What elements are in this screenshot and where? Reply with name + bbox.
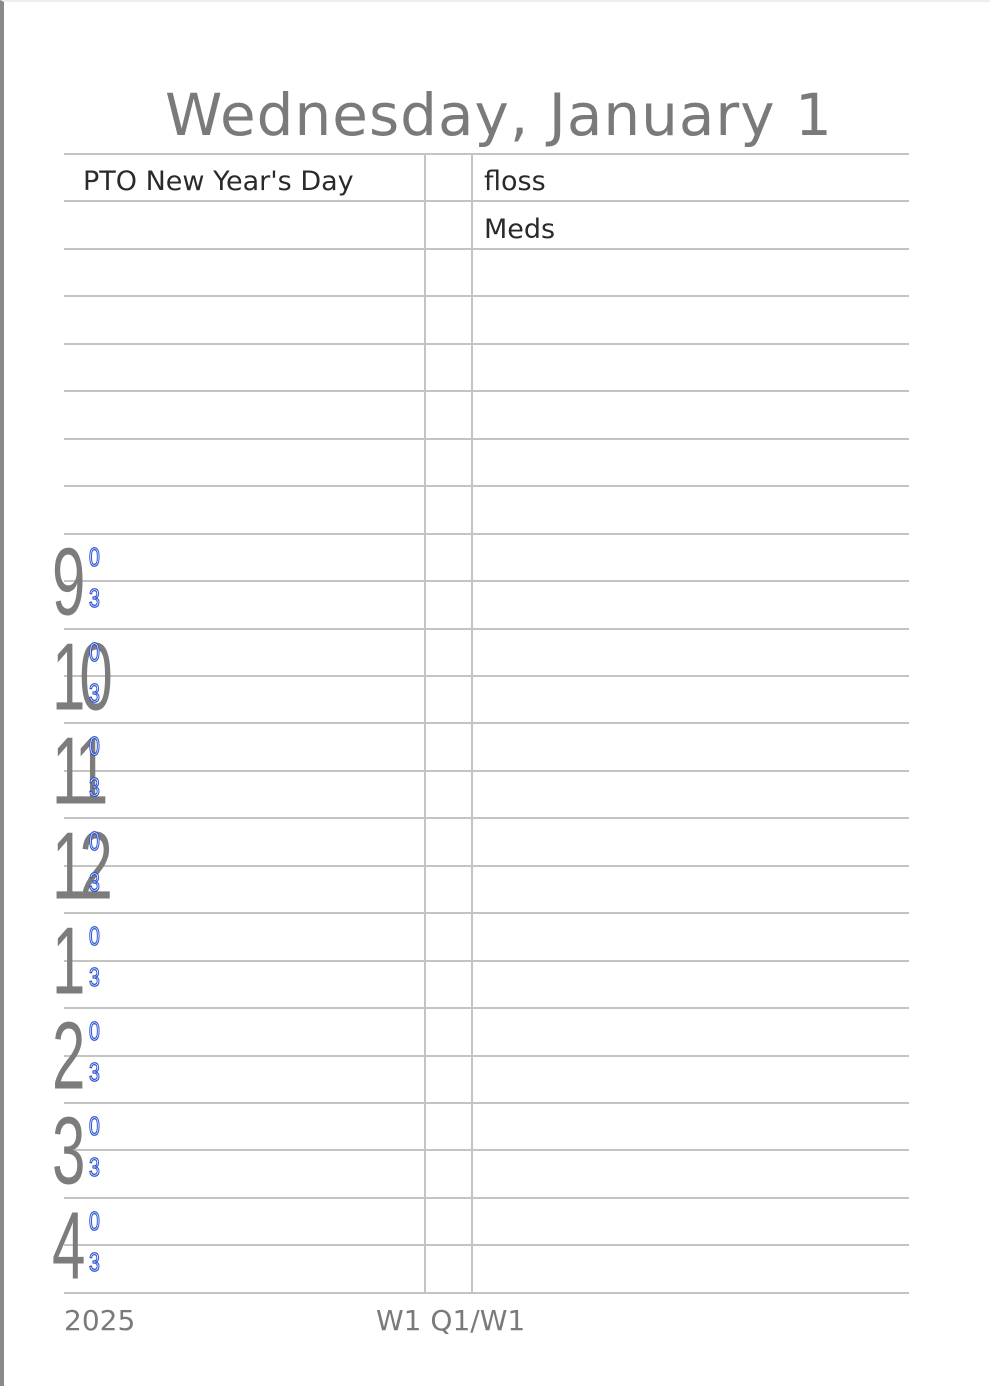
ruled-line xyxy=(64,627,909,630)
ruled-line xyxy=(64,722,909,725)
hour-numeral: 12 xyxy=(52,811,113,919)
hour-block: 12 0 3 xyxy=(52,817,113,913)
ruled-line xyxy=(64,1102,909,1104)
ruled-line xyxy=(64,674,909,677)
ruled-line xyxy=(64,1196,909,1199)
minute-mark-30: 3 xyxy=(88,772,100,803)
minute-mark-00: 0 xyxy=(88,1111,100,1141)
ruled-line xyxy=(64,864,909,867)
minute-mark-00: 0 xyxy=(88,636,100,667)
ruled-line xyxy=(64,769,909,772)
minute-mark-30: 3 xyxy=(88,1246,100,1277)
minute-mark-30: 3 xyxy=(88,677,100,708)
minute-mark-30: 3 xyxy=(88,867,100,898)
hour-numeral: 10 xyxy=(52,621,113,729)
ruled-line xyxy=(64,1244,909,1247)
ruled-line xyxy=(64,342,909,345)
column-divider xyxy=(424,154,426,1293)
ruled-line xyxy=(64,437,909,440)
ruled-line xyxy=(64,817,909,820)
right-entry[interactable]: Meds xyxy=(484,214,556,245)
ruled-line xyxy=(64,912,909,915)
ruled-line xyxy=(64,390,909,393)
ruled-line xyxy=(64,295,909,298)
minute-mark-00: 0 xyxy=(88,921,100,952)
ruled-line xyxy=(64,485,909,488)
hour-numeral: 11 xyxy=(52,716,108,824)
minute-mark-00: 0 xyxy=(88,1205,100,1236)
column-divider xyxy=(471,154,473,1293)
ruled-line xyxy=(64,959,909,962)
ruled-line xyxy=(64,1291,909,1294)
minute-mark-30: 3 xyxy=(88,1057,100,1088)
ruled-line xyxy=(64,153,909,155)
minute-mark-30: 3 xyxy=(88,582,100,613)
minute-mark-00: 0 xyxy=(88,731,100,762)
ruled-line xyxy=(64,1054,909,1057)
day-title: Wednesday, January 1 xyxy=(165,81,833,149)
ruled-line xyxy=(64,1149,909,1152)
minute-mark-00: 0 xyxy=(88,826,100,857)
hour-block: 11 0 3 xyxy=(52,722,108,818)
right-entry[interactable]: floss xyxy=(484,166,546,197)
hour-numeral: 4 xyxy=(52,1190,85,1299)
minute-mark-30: 3 xyxy=(88,1152,100,1182)
minute-mark-00: 0 xyxy=(88,541,100,572)
footer-year: 2025 xyxy=(64,1304,136,1337)
day-grid: PTO New Year's Day floss Meds xyxy=(64,153,909,1294)
ruled-line xyxy=(64,532,909,535)
hour-block: 10 0 3 xyxy=(52,627,113,724)
ruled-line xyxy=(64,247,909,250)
minute-mark-30: 3 xyxy=(88,962,100,993)
footer-week: W1 Q1/W1 xyxy=(376,1304,526,1337)
minute-mark-00: 0 xyxy=(88,1016,100,1047)
ruled-line xyxy=(64,1007,909,1010)
ruled-line xyxy=(64,580,909,583)
left-entry[interactable]: PTO New Year's Day xyxy=(83,166,354,197)
ruled-line xyxy=(64,200,909,203)
